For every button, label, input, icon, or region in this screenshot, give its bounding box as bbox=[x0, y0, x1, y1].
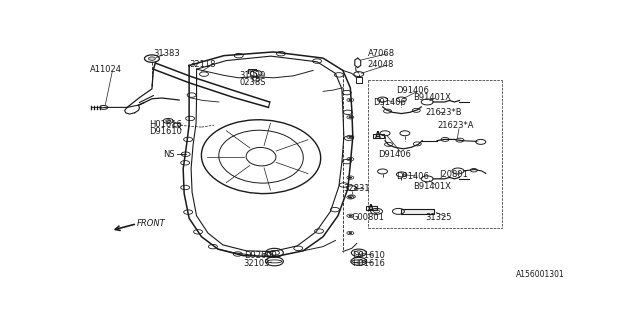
Text: 31325: 31325 bbox=[425, 213, 452, 222]
Text: D91406: D91406 bbox=[379, 150, 412, 159]
Circle shape bbox=[349, 196, 352, 198]
Text: 32103: 32103 bbox=[244, 259, 270, 268]
Text: D91610: D91610 bbox=[352, 251, 385, 260]
Text: NS: NS bbox=[163, 150, 175, 159]
Bar bbox=[372, 133, 383, 138]
Text: A7068: A7068 bbox=[367, 49, 395, 58]
Circle shape bbox=[148, 57, 156, 60]
Text: H01616: H01616 bbox=[352, 259, 385, 268]
Circle shape bbox=[349, 116, 352, 118]
Circle shape bbox=[166, 120, 171, 122]
Circle shape bbox=[349, 99, 352, 101]
Text: FRONT: FRONT bbox=[137, 219, 166, 228]
Circle shape bbox=[349, 158, 352, 160]
Bar bbox=[401, 209, 434, 214]
Text: H01616: H01616 bbox=[150, 120, 182, 129]
Text: 31029: 31029 bbox=[240, 71, 266, 80]
Text: D91406: D91406 bbox=[372, 99, 406, 108]
Text: D91610: D91610 bbox=[150, 127, 182, 136]
Circle shape bbox=[349, 232, 352, 234]
Text: D92609: D92609 bbox=[244, 251, 276, 260]
Text: A: A bbox=[368, 204, 374, 213]
Text: A: A bbox=[375, 131, 381, 140]
Text: 32831: 32831 bbox=[343, 184, 369, 193]
Text: 0238S: 0238S bbox=[240, 78, 266, 87]
Text: B91401X: B91401X bbox=[413, 92, 451, 101]
Text: 21623*B: 21623*B bbox=[425, 108, 462, 117]
Text: 21623*A: 21623*A bbox=[437, 121, 474, 130]
Text: A11024: A11024 bbox=[90, 65, 122, 74]
Text: 31383: 31383 bbox=[154, 49, 180, 58]
Text: D91406: D91406 bbox=[396, 172, 429, 181]
Bar bbox=[365, 206, 376, 210]
Text: 32118: 32118 bbox=[189, 60, 216, 69]
Text: A156001301: A156001301 bbox=[516, 270, 565, 279]
Text: 24048: 24048 bbox=[367, 60, 394, 69]
Circle shape bbox=[349, 136, 352, 138]
Circle shape bbox=[349, 177, 352, 178]
Circle shape bbox=[349, 215, 352, 217]
Text: J20801: J20801 bbox=[439, 170, 468, 179]
Text: G00801: G00801 bbox=[352, 213, 385, 222]
Text: D91406: D91406 bbox=[396, 86, 429, 95]
Text: B91401X: B91401X bbox=[413, 182, 451, 191]
